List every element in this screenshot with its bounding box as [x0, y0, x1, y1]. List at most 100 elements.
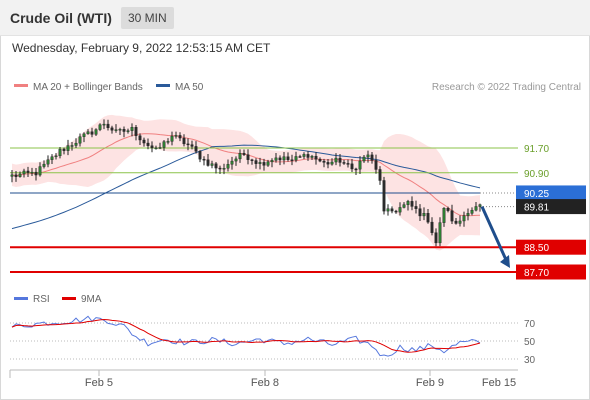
candle-up [10, 174, 14, 177]
timeframe-badge[interactable]: 30 MIN [121, 7, 174, 29]
candle-down [410, 201, 414, 207]
last-price-badge-label: 89.81 [524, 203, 549, 214]
forecast-arrow-shaft [480, 205, 509, 263]
candle-down [138, 135, 142, 141]
candle-up [114, 129, 118, 131]
candle-down [290, 159, 294, 161]
candle-down [370, 154, 374, 161]
ma50-legend-label: MA 50 [175, 82, 204, 93]
x-tick-label: Feb 5 [85, 377, 113, 389]
candle-down [286, 156, 290, 160]
pivot-badge [516, 185, 586, 201]
candle-up [162, 141, 166, 148]
candle-down [414, 206, 418, 209]
candle-up [362, 156, 366, 162]
candle-down [378, 169, 382, 181]
candle-up [258, 162, 262, 164]
candle-up [98, 124, 102, 130]
candle-up [274, 157, 278, 161]
candle-up [22, 170, 26, 175]
rsi-ma-legend-swatch [62, 297, 76, 300]
candle-up [406, 201, 410, 205]
candle-up [58, 148, 62, 157]
candle-down [430, 221, 434, 233]
candle-down [298, 156, 302, 158]
candle-up [366, 154, 370, 158]
forecast-arrow-head [500, 255, 510, 268]
candle-up [294, 156, 298, 161]
candle-down [194, 146, 198, 152]
candle-up [398, 207, 402, 213]
candle-up [46, 159, 50, 165]
candle-up [402, 204, 406, 208]
candle-down [250, 159, 254, 161]
candle-up [174, 135, 178, 137]
instrument-title: Crude Oil (WTI) [10, 10, 112, 26]
candle-down [354, 168, 358, 171]
candle-up [154, 147, 158, 150]
candle-down [338, 157, 342, 163]
candle-down [342, 162, 346, 164]
candle-down [186, 143, 190, 146]
candle-up [118, 128, 122, 131]
candle-down [326, 162, 330, 165]
candle-up [74, 142, 78, 146]
candle-up [302, 154, 306, 157]
candle-up [438, 222, 442, 244]
last-price-badge [516, 199, 586, 215]
candle-up [50, 156, 54, 160]
ma20-legend-label: MA 20 + Bollinger Bands [33, 82, 143, 93]
candle-up [470, 209, 474, 214]
candle-up [82, 133, 86, 137]
candle-up [330, 161, 334, 165]
candle-down [254, 160, 258, 164]
candle-down [278, 157, 282, 161]
candle-up [238, 153, 242, 160]
candle-up [234, 158, 238, 162]
candle-down [14, 174, 18, 177]
support-badge-label: 87.70 [524, 268, 549, 279]
candle-up [18, 173, 22, 177]
candle-down [146, 142, 150, 146]
candle-down [418, 208, 422, 217]
resistance-label: 91.70 [524, 144, 549, 155]
ma50-legend-swatch [156, 84, 170, 87]
candle-down [434, 232, 438, 244]
candle-up [210, 163, 214, 166]
candle-down [454, 220, 458, 224]
candle-down [374, 160, 378, 170]
candle-up [310, 155, 314, 158]
candle-down [110, 127, 114, 131]
candle-up [442, 207, 446, 223]
candle-down [178, 135, 182, 139]
candle-up [266, 161, 270, 166]
candle-down [346, 163, 350, 165]
rsi-legend-label: RSI [33, 294, 50, 305]
candle-up [478, 204, 482, 207]
x-tick-label: Feb 15 [482, 377, 516, 389]
candle-up [102, 123, 106, 126]
support-badge [516, 264, 586, 280]
candle-up [386, 208, 390, 212]
candle-down [262, 162, 266, 166]
candle-down [122, 128, 126, 132]
rsi-tick-label: 50 [524, 337, 536, 348]
pivot-badge-label: 90.25 [524, 189, 549, 200]
candle-down [242, 153, 246, 155]
bollinger-band [12, 114, 480, 251]
candle-down [34, 171, 38, 176]
candle-down [350, 163, 354, 170]
candle-down [314, 155, 318, 160]
candle-down [322, 160, 326, 163]
candle-up [30, 171, 34, 174]
candle-up [230, 160, 234, 165]
rsi-ma-legend-label: 9MA [81, 294, 102, 305]
candle-down [26, 170, 30, 173]
candle-up [282, 156, 286, 161]
candle-down [62, 148, 66, 151]
candle-down [106, 123, 110, 129]
rsi-legend-swatch [14, 297, 28, 300]
rsi-tick-label: 70 [524, 319, 536, 330]
candle-down [390, 208, 394, 212]
